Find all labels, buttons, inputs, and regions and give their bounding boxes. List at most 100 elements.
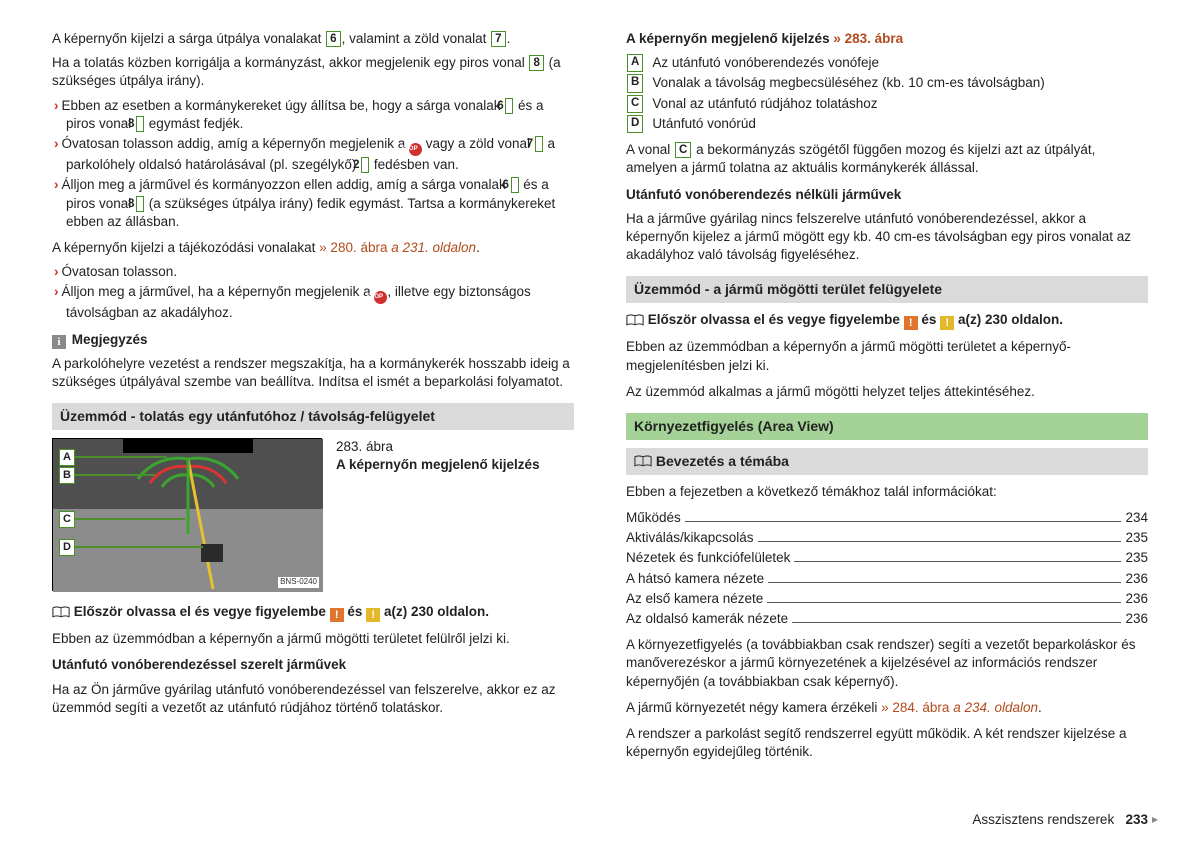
toc-page: 234 — [1125, 509, 1148, 527]
toc-page: 236 — [1125, 610, 1148, 628]
chevron-icon: › — [54, 177, 59, 192]
toc-row: Nézetek és funkciófelületek 235 — [626, 549, 1148, 567]
subheading: Utánfutó vonóberendezés nélküli járművek — [626, 186, 1148, 204]
page-number: 233 — [1125, 812, 1148, 827]
page-footer: Asszisztens rendszerek 233 — [972, 811, 1148, 829]
info-icon: i — [52, 335, 66, 349]
paragraph: A rendszer a parkolást segítő rendszerre… — [626, 725, 1148, 761]
book-icon — [634, 455, 652, 468]
ref-box: 6 — [511, 177, 519, 193]
fig-label-A: A — [59, 449, 75, 466]
page-ref: a 234. oldalon — [949, 700, 1038, 715]
paragraph: Ha a tolatás közben korrigálja a kormány… — [52, 54, 574, 90]
figure-svg — [53, 439, 323, 592]
paragraph: Ebben az üzemmódban a képernyőn a jármű … — [52, 630, 574, 648]
paragraph: Az üzemmód alkalmas a jármű mögötti hely… — [626, 383, 1148, 401]
paragraph: Ebben az üzemmódban a képernyőn a jármű … — [626, 338, 1148, 374]
section-bar-green: Környezetfigyelés (Area View) — [626, 413, 1148, 440]
legend-text: Utánfutó vonórúd — [652, 115, 756, 133]
read-first: Először olvassa el és vegye figyelembe !… — [626, 311, 1148, 330]
toc-row: Működés 234 — [626, 509, 1148, 527]
warning-icon: ! — [330, 608, 344, 622]
figure: A B C D BNS-0240 283. ábra A képernyőn m… — [52, 438, 574, 591]
subheading: Utánfutó vonóberendezéssel szerelt jármű… — [52, 656, 574, 674]
heading: A képernyőn megjelenő kijelzés » 283. áb… — [626, 30, 1148, 48]
figure-caption: 283. ábra A képernyőn megjelenő kijelzés — [336, 438, 540, 591]
toc-label: Az oldalsó kamerák nézete — [626, 610, 788, 628]
toc-label: A hátsó kamera nézete — [626, 570, 764, 588]
figure-ref: » 284. ábra — [881, 700, 949, 715]
chevron-icon: › — [54, 264, 59, 279]
page-ref: a 231. oldalon — [387, 240, 476, 255]
left-column: A képernyőn kijelzi a sárga útpálya vona… — [52, 30, 574, 768]
ref-box-6: 6 — [326, 31, 340, 47]
ref-box: 8 — [136, 116, 144, 132]
figure-ref: » 283. ábra — [833, 31, 903, 46]
page-columns: A képernyőn kijelzi a sárga útpálya vona… — [52, 30, 1148, 768]
legend-key: C — [627, 95, 643, 113]
paragraph: A képernyőn kijelzi a tájékozódási vonal… — [52, 239, 574, 257]
figure-image: A B C D BNS-0240 — [52, 438, 322, 591]
continue-icon: ▸ — [1152, 811, 1158, 827]
ref-box: 7 — [535, 136, 543, 152]
toc: Működés234Aktiválás/kikapcsolás235Nézete… — [626, 509, 1148, 628]
legend-list: A Az utánfutó vonóberendezés vonófeje B Von… — [626, 54, 1148, 133]
paragraph: A környezetfigyelés (a továbbiakban csak… — [626, 636, 1148, 691]
figure-code: BNS-0240 — [278, 577, 319, 588]
legend-text: Az utánfutó vonóberendezés vonófeje — [652, 54, 879, 72]
fig-label-C: C — [59, 511, 75, 528]
note-body: A parkolóhelyre vezetést a rendszer megs… — [52, 355, 574, 391]
toc-label: Az első kamera nézete — [626, 590, 763, 608]
paragraph: Ha a járműve gyárilag nincs felszerelve … — [626, 210, 1148, 265]
paragraph: A vonal C a bekormányzás szögétől függőe… — [626, 141, 1148, 177]
figure-ref: » 280. ábra — [319, 240, 387, 255]
caution-icon: ! — [366, 608, 380, 622]
chevron-icon: › — [54, 136, 59, 151]
book-icon — [626, 314, 644, 327]
right-column: A képernyőn megjelenő kijelzés » 283. áb… — [626, 30, 1148, 768]
legend-row: B Vonalak a távolság megbecsüléséhez (kb.… — [626, 74, 1148, 92]
toc-row: Az oldalsó kamerák nézete 236 — [626, 610, 1148, 628]
legend-key: B — [627, 74, 643, 92]
list-item: ›Ebben az esetben a kormánykereket úgy á… — [52, 97, 574, 133]
legend-text: Vonal az utánfutó rúdjához tolatáshoz — [652, 95, 877, 113]
legend-text: Vonalak a távolság megbecsüléséhez (kb. … — [652, 74, 1044, 92]
paragraph: A jármű környezetét négy kamera érzékeli… — [626, 699, 1148, 717]
toc-row: Az első kamera nézete 236 — [626, 590, 1148, 608]
paragraph: A képernyőn kijelzi a sárga útpálya vona… — [52, 30, 574, 48]
note-heading: i Megjegyzés — [52, 331, 574, 349]
toc-page: 235 — [1125, 529, 1148, 547]
legend-key: D — [627, 115, 643, 133]
legend-row: D Utánfutó vonórúd — [626, 115, 1148, 133]
toc-label: Működés — [626, 509, 681, 527]
toc-page: 235 — [1125, 549, 1148, 567]
chevron-icon: › — [54, 98, 59, 113]
warning-icon: ! — [904, 316, 918, 330]
paragraph: Ebben a fejezetben a következő témákhoz … — [626, 483, 1148, 501]
book-icon — [52, 606, 70, 619]
section-bar: Bevezetés a témába — [626, 448, 1148, 475]
caution-icon: ! — [940, 316, 954, 330]
toc-page: 236 — [1125, 590, 1148, 608]
ref-box-8: 8 — [529, 55, 543, 71]
ref-box: 6 — [505, 98, 513, 114]
legend-row: A Az utánfutó vonóberendezés vonófeje — [626, 54, 1148, 72]
ref-box-C: C — [675, 142, 691, 158]
ref-box-7: 7 — [491, 31, 505, 47]
toc-row: Aktiválás/kikapcsolás 235 — [626, 529, 1148, 547]
toc-label: Aktiválás/kikapcsolás — [626, 529, 754, 547]
legend-row: C Vonal az utánfutó rúdjához tolatáshoz — [626, 95, 1148, 113]
list-item: ›Óvatosan tolasson addig, amíg a képerny… — [52, 135, 574, 174]
list-item: ›Óvatosan tolasson. — [52, 263, 574, 281]
stop-icon: STOP — [409, 143, 422, 156]
section-bar: Üzemmód - tolatás egy utánfutóhoz / távo… — [52, 403, 574, 430]
toc-page: 236 — [1125, 570, 1148, 588]
stop-icon: STOP — [374, 291, 387, 304]
toc-label: Nézetek és funkciófelületek — [626, 549, 790, 567]
list-item: ›Álljon meg a járművel, ha a képernyőn m… — [52, 283, 574, 322]
section-bar: Üzemmód - a jármű mögötti terület felügy… — [626, 276, 1148, 303]
fig-label-D: D — [59, 539, 75, 556]
toc-row: A hátsó kamera nézete 236 — [626, 570, 1148, 588]
legend-key: A — [627, 54, 643, 72]
fig-label-B: B — [59, 467, 75, 484]
